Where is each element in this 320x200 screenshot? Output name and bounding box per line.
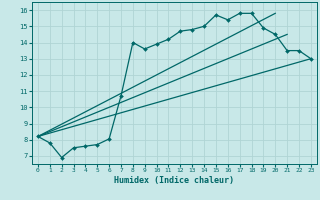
- X-axis label: Humidex (Indice chaleur): Humidex (Indice chaleur): [115, 176, 234, 185]
